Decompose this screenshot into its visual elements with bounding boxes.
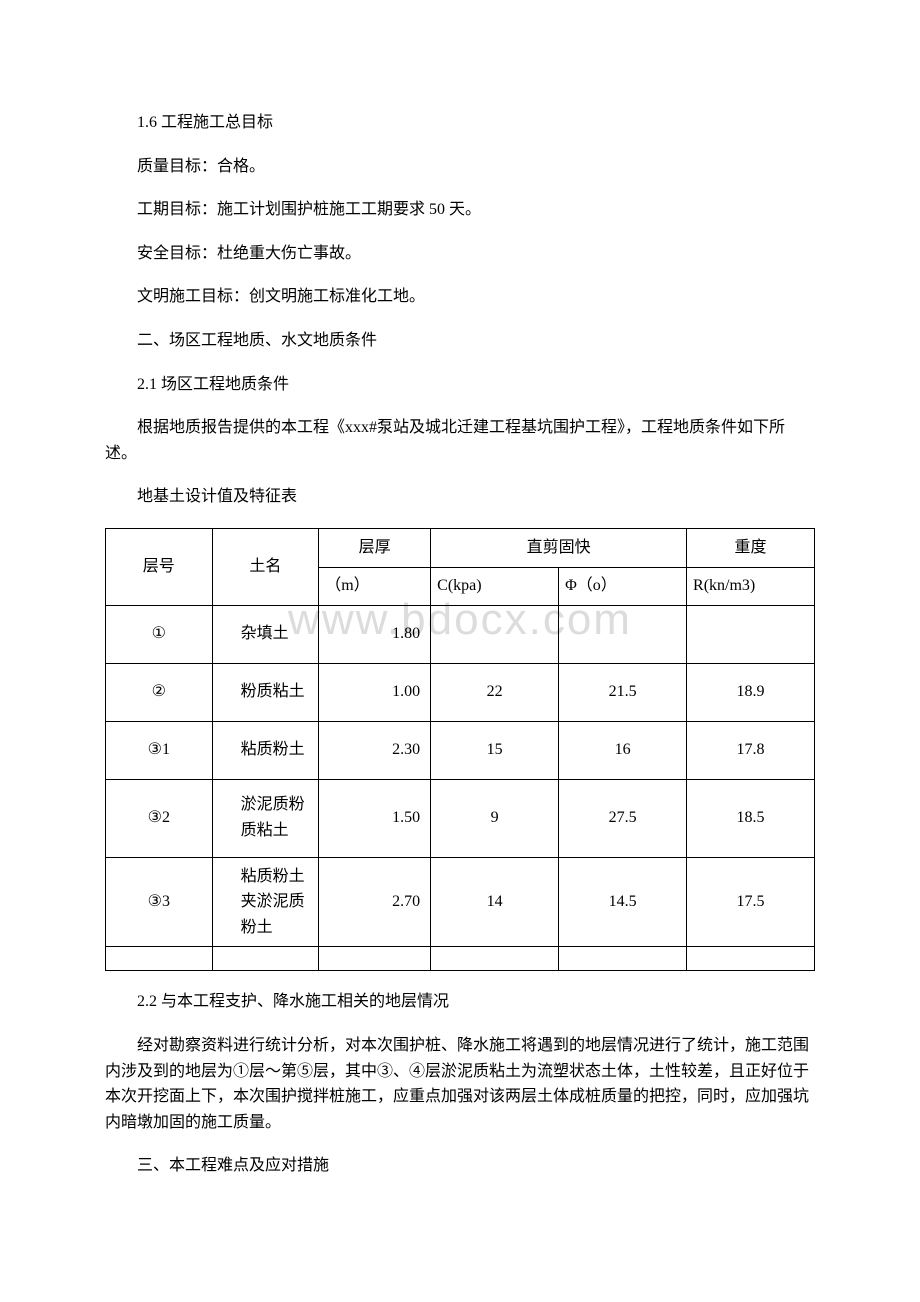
paragraph: 质量目标：合格。 [105,154,815,180]
paragraph: 根据地质报告提供的本工程《xxx#泵站及城北迁建工程基坑围护工程》，工程地质条件… [105,415,815,466]
cell-name: 淤泥质粉质粘土 [212,779,319,857]
cell-layer: ③1 [106,721,213,779]
cell-layer: ③2 [106,779,213,857]
paragraph: 2.2 与本工程支护、降水施工相关的地层情况 [105,989,815,1015]
soil-properties-table: 层号 土名 层厚 直剪固快 重度 （m） C(kpa) Φ（o） R(kn/m3… [105,528,815,971]
header-c-unit: C(kpa) [431,567,559,605]
paragraph: 2.1 场区工程地质条件 [105,372,815,398]
cell-layer: ③3 [106,857,213,947]
table-row: ③1 粘质粉土 2.30 15 16 17.8 [106,721,815,779]
cell-c: 22 [431,663,559,721]
cell-phi: 16 [559,721,687,779]
table-row: ① 杂填土 1.80 [106,605,815,663]
table-row: ③3 粘质粉土夹淤泥质粉土 2.70 14 14.5 17.5 [106,857,815,947]
header-shear: 直剪固快 [431,528,687,567]
paragraph: 二、场区工程地质、水文地质条件 [105,328,815,354]
paragraph: 1.6 工程施工总目标 [105,110,815,136]
cell-c: 9 [431,779,559,857]
paragraph: 三、本工程难点及应对措施 [105,1153,815,1179]
cell-name: 粘质粉土夹淤泥质粉土 [212,857,319,947]
header-layer: 层号 [106,528,213,605]
cell-weight: 18.9 [687,663,815,721]
cell-phi: 27.5 [559,779,687,857]
paragraph: 经对勘察资料进行统计分析，对本次围护桩、降水施工将遇到的地层情况进行了统计，施工… [105,1033,815,1135]
table-row: ② 粉质粘土 1.00 22 21.5 18.9 [106,663,815,721]
cell-weight: 18.5 [687,779,815,857]
cell-layer: ② [106,663,213,721]
cell-thick: 1.50 [319,779,431,857]
cell-c: 15 [431,721,559,779]
paragraph: 安全目标：杜绝重大伤亡事故。 [105,241,815,267]
cell-thick: 2.70 [319,857,431,947]
cell-weight: 17.8 [687,721,815,779]
paragraph: 文明施工目标：创文明施工标准化工地。 [105,284,815,310]
header-weight-unit: R(kn/m3) [687,567,815,605]
header-name: 土名 [212,528,319,605]
header-weight: 重度 [687,528,815,567]
header-thickness: 层厚 [319,528,431,567]
cell-c [431,605,559,663]
cell-phi: 21.5 [559,663,687,721]
cell-name: 粘质粉土 [212,721,319,779]
cell-name: 粉质粘土 [212,663,319,721]
cell-phi: 14.5 [559,857,687,947]
header-phi-unit: Φ（o） [559,567,687,605]
table-row: ③2 淤泥质粉质粘土 1.50 9 27.5 18.5 [106,779,815,857]
table-row-empty [106,947,815,971]
header-thickness-unit: （m） [319,567,431,605]
cell-thick: 1.80 [319,605,431,663]
cell-phi [559,605,687,663]
paragraph: 工期目标：施工计划围护桩施工工期要求 50 天。 [105,197,815,223]
cell-c: 14 [431,857,559,947]
cell-thick: 2.30 [319,721,431,779]
cell-thick: 1.00 [319,663,431,721]
cell-weight: 17.5 [687,857,815,947]
cell-layer: ① [106,605,213,663]
table-title: 地基土设计值及特征表 [105,484,815,510]
cell-weight [687,605,815,663]
cell-name: 杂填土 [212,605,319,663]
table-header-row-1: 层号 土名 层厚 直剪固快 重度 [106,528,815,567]
